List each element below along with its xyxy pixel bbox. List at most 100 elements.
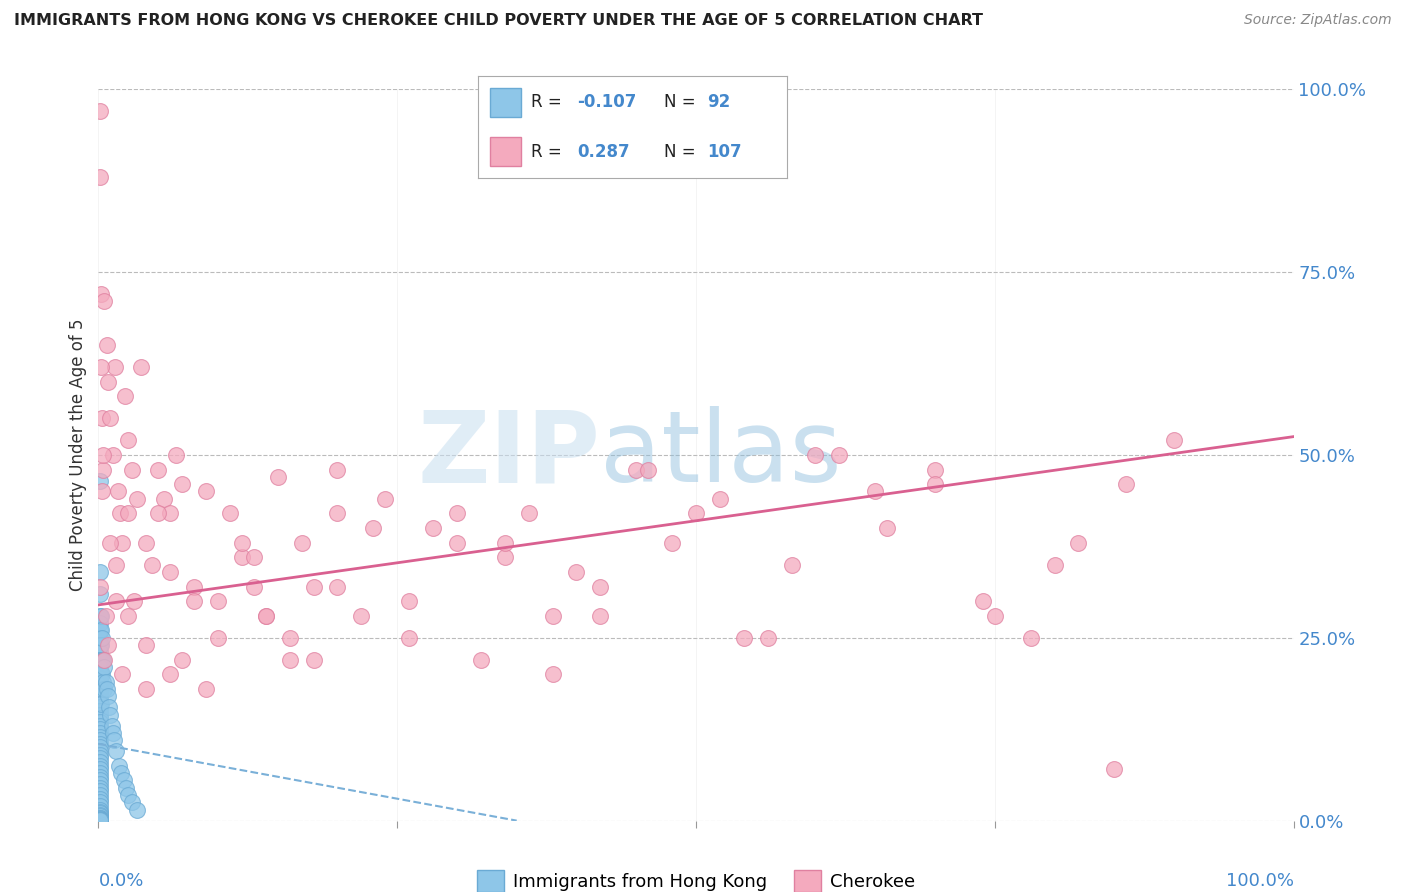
Point [114,389,136,403]
Point [1019,631,1042,645]
Point [89,751,111,765]
Point [89,812,111,826]
Point [89,730,111,744]
Point [983,608,1005,623]
Point [89,812,111,826]
Point [89,806,111,821]
Point [94,674,117,689]
Point [624,462,647,476]
Point [107,484,129,499]
Point [90,360,112,375]
Point [446,535,468,549]
Point [90,638,112,652]
Point [94,608,117,623]
Point [89,784,111,798]
Point [876,521,898,535]
Point [165,448,187,462]
Point [924,477,946,491]
Point [93,653,115,667]
Point [565,565,588,579]
Text: atlas: atlas [600,407,842,503]
Point [117,434,139,448]
Point [141,558,163,572]
Point [91,448,114,462]
Point [89,667,111,681]
Point [1163,434,1185,448]
Point [89,813,111,827]
Point [89,681,111,696]
Point [254,608,277,623]
Point [326,462,349,476]
Point [90,608,112,623]
Point [89,791,111,805]
Point [121,796,143,810]
Point [96,338,118,352]
Point [98,535,122,549]
Point [278,631,301,645]
Point [159,565,181,579]
Point [231,550,253,565]
Point [89,608,111,623]
Point [89,616,111,631]
Text: R =: R = [530,143,567,161]
Point [89,565,111,579]
Text: 92: 92 [707,94,730,112]
Point [398,594,420,608]
Point [89,744,111,758]
Point [290,535,312,549]
Point [105,594,128,608]
FancyBboxPatch shape [491,137,522,166]
Point [115,780,138,795]
Point [89,780,111,795]
Text: 0.0%: 0.0% [98,871,143,890]
Point [89,718,111,732]
Point [111,535,134,549]
Point [89,645,111,659]
Point [117,507,139,521]
Point [685,507,707,521]
Point [89,726,111,740]
Point [89,758,111,772]
Point [972,594,994,608]
Point [89,747,111,762]
Point [97,375,120,389]
Point [326,507,349,521]
Point [89,653,111,667]
Point [363,521,385,535]
Point [135,535,157,549]
Point [91,674,114,689]
Point [107,758,129,772]
Point [89,813,111,827]
Text: 100.0%: 100.0% [1226,871,1294,890]
Text: 107: 107 [707,143,741,161]
Point [589,608,612,623]
Point [105,558,128,572]
Point [89,714,111,729]
Point [194,681,217,696]
Point [494,550,516,565]
Point [89,807,111,822]
Point [121,462,143,476]
Point [183,580,205,594]
Point [89,740,111,755]
Point [98,700,121,714]
Text: 0.287: 0.287 [576,143,630,161]
Point [89,104,111,119]
Point [89,693,111,707]
Point [89,796,111,810]
Point [89,686,111,700]
Point [709,491,731,506]
Point [159,507,181,521]
Point [89,813,111,827]
Point [541,608,564,623]
Point [148,507,170,521]
Point [135,681,157,696]
Point [91,462,114,476]
Point [91,653,114,667]
Point [89,799,111,814]
Point [89,624,111,638]
Point [89,678,111,692]
Point [103,733,125,747]
FancyBboxPatch shape [491,88,522,117]
Point [93,681,115,696]
